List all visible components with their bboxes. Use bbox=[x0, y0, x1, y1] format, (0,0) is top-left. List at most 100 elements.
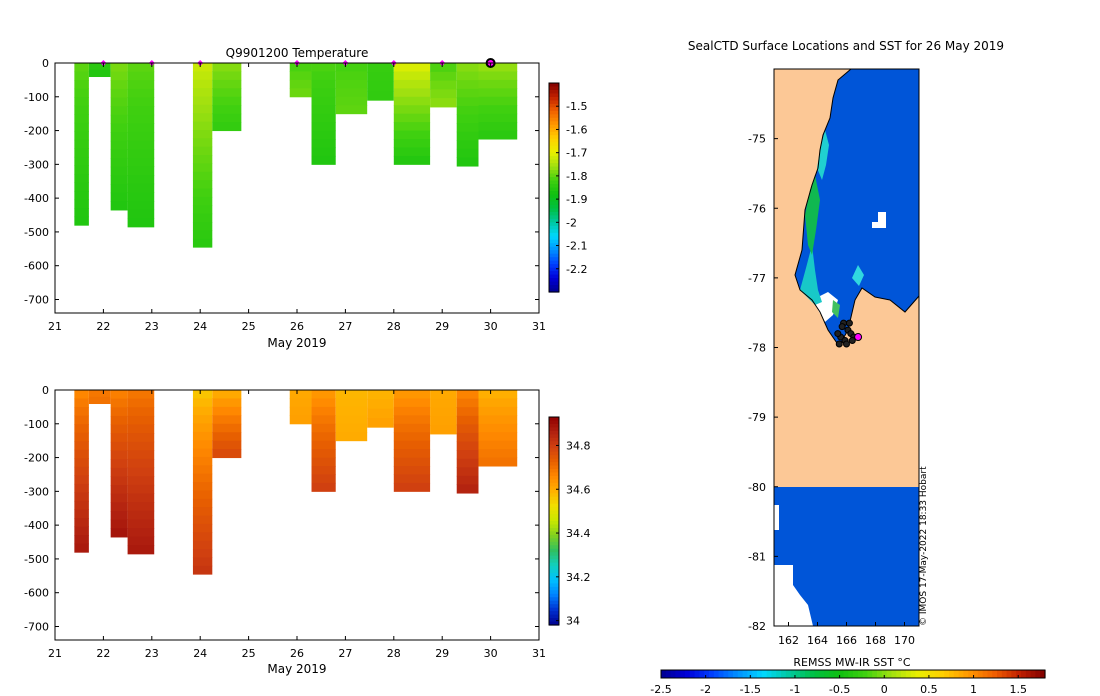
temperature-colorbar-segment bbox=[549, 121, 559, 126]
temperature-profile-cell bbox=[311, 122, 336, 132]
temperature-profile-cell bbox=[74, 122, 89, 132]
temperature-profile-cell bbox=[212, 71, 242, 81]
temperature-profile-cell bbox=[192, 63, 213, 72]
salinity-colorbar-segment bbox=[549, 469, 559, 474]
temperature-profile bbox=[430, 63, 457, 108]
salinity-profile-cell bbox=[393, 449, 431, 459]
salinity-profile bbox=[335, 390, 368, 442]
salinity-colorbar-segment bbox=[549, 548, 559, 553]
temperature-profile-cell bbox=[127, 131, 155, 142]
salinity-colorbar-segment bbox=[549, 621, 559, 626]
sst-colorbar-segment bbox=[809, 670, 816, 678]
salinity-colorbar-segment bbox=[549, 524, 559, 529]
sst-colorbar-segment bbox=[752, 670, 758, 678]
sst-colorbar-segment bbox=[949, 670, 955, 678]
salinity-profile-cell bbox=[127, 407, 155, 417]
salinity-profile-cell bbox=[311, 423, 336, 433]
sst-colorbar-segment bbox=[929, 670, 936, 678]
temperature-profile-cell bbox=[110, 192, 128, 202]
salinity-colorbar-segment bbox=[549, 534, 559, 539]
salinity-profile-cell bbox=[110, 390, 128, 400]
temperature-profile-cell bbox=[127, 175, 155, 185]
salinity-colorbar-segment bbox=[549, 489, 559, 494]
temperature-profile-cell bbox=[110, 158, 128, 168]
salinity-colorbar-segment bbox=[549, 590, 559, 595]
salinity-profile-cell bbox=[74, 407, 89, 417]
salinity-xtick-label: 29 bbox=[435, 647, 449, 660]
salinity-profile-cell bbox=[289, 398, 312, 408]
salinity-profile-cell bbox=[456, 458, 479, 468]
temperature-colorbar-segment bbox=[549, 229, 559, 234]
map-ytick-label: -75 bbox=[748, 133, 766, 146]
temperature-profile-cell bbox=[335, 71, 368, 81]
salinity-profile-cell bbox=[456, 390, 479, 400]
temperature-colorbar-segment bbox=[549, 257, 559, 262]
sst-colorbar-segment bbox=[694, 670, 700, 678]
temperature-profile-cell bbox=[192, 121, 213, 131]
temperature-profile bbox=[393, 63, 431, 165]
temperature-profile-cell bbox=[110, 201, 128, 211]
sst-colorbar-segment bbox=[704, 670, 710, 678]
sst-colorbar-segment bbox=[728, 670, 734, 678]
salinity-ytick-label: -500 bbox=[24, 553, 49, 566]
salinity-profile-cell bbox=[192, 498, 213, 508]
temperature-profile-cell bbox=[192, 71, 213, 81]
salinity-profile-cell bbox=[192, 557, 213, 567]
salinity-colorbar-segment bbox=[549, 427, 559, 432]
temperature-colorbar-tick-label: -2.2 bbox=[566, 263, 587, 276]
temperature-colorbar-segment bbox=[549, 83, 559, 88]
temperature-profile-cell bbox=[74, 208, 89, 218]
temperature-profile-cell bbox=[367, 72, 394, 83]
salinity-profile-cell bbox=[311, 482, 336, 492]
temperature-profile-cell bbox=[212, 63, 242, 72]
temperature-colorbar-segment bbox=[549, 89, 559, 95]
temperature-profile-cell bbox=[192, 88, 213, 97]
salinity-colorbar-segment bbox=[549, 503, 559, 508]
salinity-profile-cell bbox=[74, 424, 89, 434]
salinity-profile-cell bbox=[393, 406, 431, 416]
salinity-profile-cell bbox=[110, 441, 128, 452]
sst-colorbar-segment bbox=[761, 670, 768, 678]
salinity-profile-cell bbox=[456, 467, 479, 477]
salinity-profile-cell bbox=[393, 474, 431, 484]
ice-edge-cyan bbox=[852, 265, 864, 286]
salinity-colorbar-segment bbox=[549, 559, 559, 564]
temperature-profile-cell bbox=[456, 105, 479, 116]
temperature-profile-cell bbox=[393, 79, 431, 89]
sst-colorbar-segment bbox=[800, 670, 806, 678]
temperature-profile-cell bbox=[456, 114, 479, 124]
salinity-profile-cell bbox=[110, 467, 128, 477]
salinity-profile-cell bbox=[74, 483, 89, 493]
temperature-profile-cell bbox=[110, 123, 128, 133]
temperature-colorbar-segment bbox=[549, 100, 559, 105]
temperature-profile-cell bbox=[456, 123, 479, 133]
temperature-colorbar-segment bbox=[549, 246, 559, 251]
salinity-profile-cell bbox=[127, 441, 155, 451]
temperature-colorbar-segment bbox=[549, 253, 559, 258]
sst-colorbar-segment bbox=[853, 670, 859, 678]
seal-ctd-location bbox=[834, 330, 842, 338]
salinity-colorbar-segment bbox=[549, 614, 559, 619]
temperature-colorbar-segment bbox=[549, 142, 559, 147]
temperature-profile-cell bbox=[393, 155, 431, 165]
salinity-profile-cell bbox=[74, 466, 89, 476]
salinity-profile-cell bbox=[110, 450, 128, 460]
salinity-profile-cell bbox=[335, 390, 368, 399]
map-panel: SealCTD Surface Locations and SST for 26… bbox=[650, 39, 1046, 696]
salinity-profile-cell bbox=[289, 390, 312, 399]
temperature-profile-cell bbox=[393, 88, 431, 98]
map-xtick-label: 162 bbox=[778, 634, 799, 647]
sst-colorbar-segment bbox=[737, 670, 744, 678]
temperature-colorbar-segment bbox=[549, 281, 559, 286]
temperature-colorbar-segment bbox=[549, 180, 559, 185]
temperature-profile-cell bbox=[192, 96, 213, 106]
salinity-profile-cell bbox=[110, 398, 128, 408]
temperature-profile-cell bbox=[393, 63, 431, 72]
coastline bbox=[794, 68, 920, 347]
temperature-profile-cell bbox=[478, 105, 518, 115]
salinity-profile-cell bbox=[127, 527, 155, 538]
sst-colorbar-segment bbox=[824, 670, 830, 678]
temperature-ytick-label: -200 bbox=[24, 125, 49, 138]
sst-colorbar-tick-label: -1.5 bbox=[740, 683, 761, 696]
